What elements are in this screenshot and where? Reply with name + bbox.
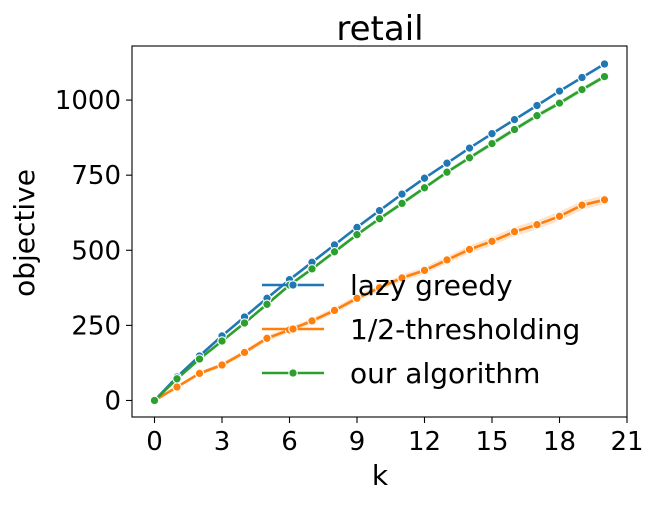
x-tick-label: 15: [475, 427, 508, 457]
point-series-1: [577, 72, 587, 83]
point-series-2: [352, 293, 362, 304]
line-series-3: [153, 75, 606, 402]
point-series-1: [442, 158, 452, 168]
y-tick-label: 0: [104, 386, 121, 416]
point-series-2: [532, 219, 542, 230]
chart-title: retail: [336, 9, 423, 49]
point-series-2: [487, 236, 497, 247]
x-tick-label: 0: [146, 427, 163, 457]
point-series-2: [599, 195, 610, 205]
x-tick-label: 3: [214, 427, 231, 457]
point-series-3: [532, 110, 542, 121]
legend: lazy greedy 1/2-thresholding our algorithm: [262, 269, 580, 390]
point-series-1: [397, 189, 407, 199]
point-series-1: [419, 173, 430, 183]
x-tick-label: 9: [349, 427, 366, 457]
point-series-1: [487, 128, 497, 139]
x-axis-title: k: [372, 459, 389, 492]
series-markers: [149, 59, 610, 406]
x-tick-label: 12: [408, 427, 441, 457]
point-series-3: [262, 299, 272, 310]
legend-label-series-2: 1/2-thresholding: [350, 313, 580, 346]
confidence-bands: [154, 74, 605, 401]
point-series-1: [509, 114, 520, 125]
point-series-2: [554, 211, 565, 222]
point-series-2: [194, 368, 205, 379]
point-series-1: [599, 59, 610, 69]
axes: [131, 45, 628, 418]
point-series-3: [397, 198, 407, 209]
point-series-2: [329, 305, 340, 316]
point-series-2: [509, 226, 520, 237]
x-ticks: 0 3 6 9 12 15 18 21: [146, 417, 644, 457]
point-series-3: [487, 138, 497, 149]
point-series-2: [419, 265, 430, 276]
y-tick-label: 250: [71, 311, 121, 341]
band-series-3: [154, 74, 605, 401]
point-series-3: [149, 395, 160, 406]
point-series-2: [172, 382, 182, 392]
y-tick-label: 1000: [55, 86, 121, 116]
point-series-3: [217, 336, 227, 346]
point-series-3: [172, 374, 182, 384]
point-series-3: [442, 167, 452, 177]
point-series-3: [239, 318, 250, 328]
x-tick-label: 6: [281, 427, 298, 457]
legend-label-series-3: our algorithm: [350, 357, 540, 390]
point-series-3: [599, 71, 610, 82]
point-series-3: [464, 153, 475, 163]
point-series-2: [217, 360, 227, 370]
x-tick-label: 21: [610, 427, 643, 457]
point-series-3: [577, 84, 587, 95]
point-series-2: [262, 333, 272, 344]
y-ticks: 0 250 500 750 1000: [55, 86, 132, 416]
point-series-2: [442, 255, 452, 265]
point-series-2: [374, 283, 385, 293]
point-series-1: [374, 205, 385, 216]
y-axis-title: objective: [8, 169, 41, 297]
point-series-2: [464, 244, 475, 255]
point-series-3: [329, 247, 340, 257]
point-series-2: [577, 200, 587, 210]
point-series-3: [352, 229, 362, 240]
point-series-3: [374, 213, 385, 224]
legend-marker-series-2: [288, 324, 298, 334]
point-series-3: [509, 124, 520, 135]
point-series-3: [419, 183, 430, 193]
y-tick-label: 500: [71, 236, 121, 266]
point-series-3: [194, 354, 205, 364]
legend-marker-series-1: [288, 280, 298, 290]
point-series-1: [464, 143, 475, 153]
x-tick-label: 18: [543, 427, 576, 457]
point-series-1: [532, 100, 542, 111]
y-tick-label: 750: [71, 161, 121, 191]
point-series-3: [307, 264, 317, 274]
plot-frame: [131, 45, 628, 418]
point-series-3: [554, 98, 565, 108]
point-series-2: [239, 347, 250, 358]
legend-label-series-1: lazy greedy: [350, 269, 513, 302]
legend-marker-series-3: [288, 368, 298, 378]
point-series-1: [554, 86, 565, 96]
point-series-2: [397, 273, 407, 283]
point-series-2: [307, 316, 317, 326]
